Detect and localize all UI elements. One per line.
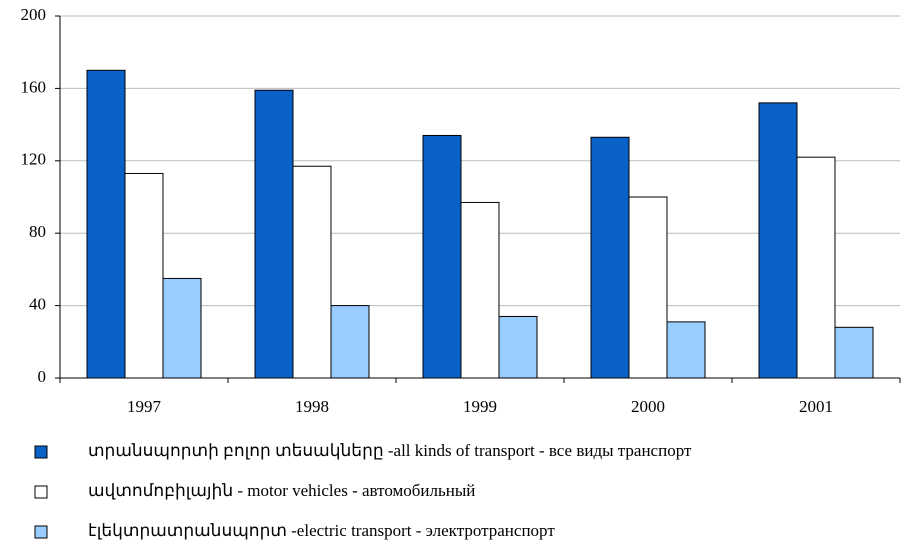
x-tick-label: 2000 — [631, 397, 665, 416]
y-tick-label: 40 — [29, 295, 46, 314]
y-tick-label: 0 — [38, 367, 47, 386]
bar — [422, 134, 462, 379]
x-tick-label: 2001 — [799, 397, 833, 416]
bar — [330, 305, 370, 379]
y-tick-label: 160 — [21, 77, 47, 96]
x-tick-label: 1998 — [295, 397, 329, 416]
legend-label: ավտոմոբիլային - motor vehicles - автомоб… — [88, 481, 475, 500]
x-tick-label: 1997 — [127, 397, 162, 416]
legend-label: էլեկտրատրանսպորտ -electric transport - э… — [88, 521, 555, 540]
legend-swatch — [34, 525, 48, 539]
bar — [628, 196, 668, 379]
bar — [460, 201, 500, 379]
legend-swatch — [34, 485, 48, 499]
legend-label: տրանսպորտի բոլոր տեսակները -all kinds of… — [88, 441, 692, 460]
bar — [254, 89, 294, 379]
y-tick-label: 120 — [21, 150, 47, 169]
bar — [498, 315, 538, 379]
x-tick-label: 1999 — [463, 397, 497, 416]
bar — [86, 69, 126, 379]
bar — [796, 156, 836, 379]
bar — [834, 326, 874, 379]
bar — [162, 277, 202, 379]
bar — [590, 136, 630, 379]
bar — [292, 165, 332, 379]
y-tick-label: 200 — [21, 5, 47, 24]
bar — [758, 102, 798, 379]
y-tick-label: 80 — [29, 222, 46, 241]
bar — [666, 321, 706, 379]
bar — [124, 172, 164, 379]
legend-swatch — [34, 445, 48, 459]
